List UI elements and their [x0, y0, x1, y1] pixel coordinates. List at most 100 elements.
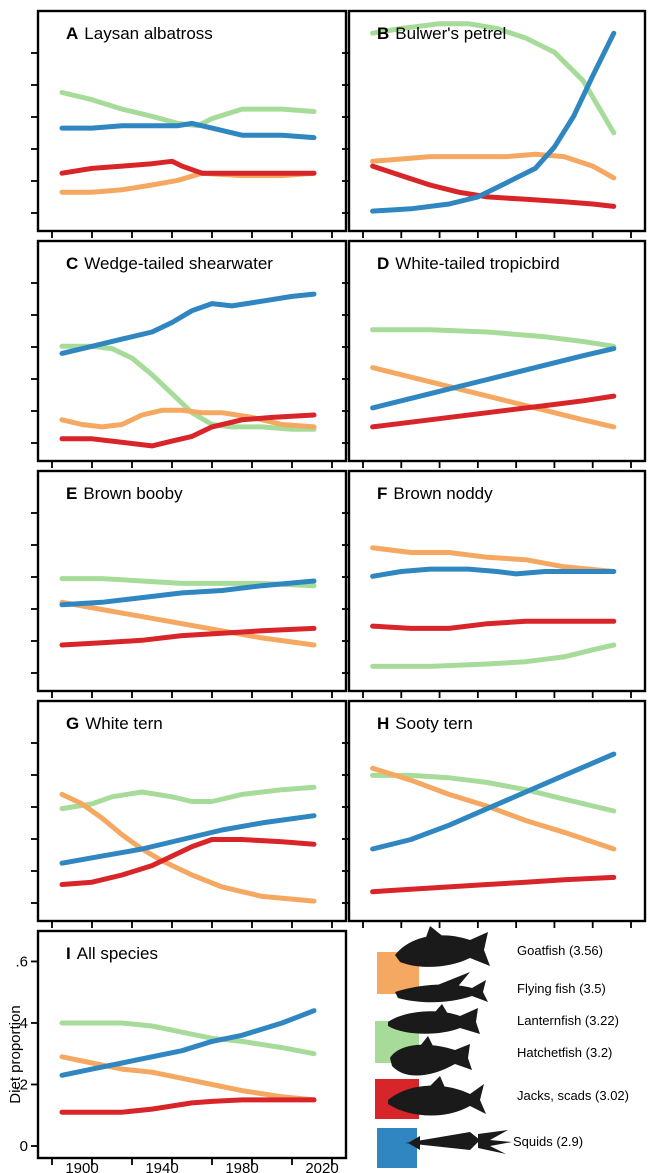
axis-ticks [31, 742, 333, 928]
axis-ticks [31, 960, 333, 1165]
x-tick-label: 1900 [65, 1160, 98, 1173]
series-line-lanternfish_hatchetfish [59, 343, 317, 432]
x-tick-label: 1940 [145, 1160, 178, 1173]
series-lines [59, 576, 317, 648]
panel-letter: C [66, 254, 78, 273]
series-line-goatfish_flying_fish [59, 791, 317, 904]
series-line-jacks_scads [370, 874, 617, 895]
series-line-jacks_scads [59, 1097, 317, 1115]
series-line-jacks_scads [370, 393, 617, 430]
series-lines [370, 21, 617, 214]
y-axis-label: Diet proportion [7, 1005, 24, 1103]
series-line-squids [370, 30, 617, 214]
panel-name: Laysan albatross [84, 24, 213, 43]
series-lines [370, 751, 617, 895]
panel-a: A Laysan albatross [31, 9, 348, 238]
series-line-squids [59, 291, 317, 356]
flying-fish-icon [395, 972, 488, 1003]
axis-ticks [31, 282, 333, 468]
panel-title: D White-tailed tropicbird [377, 254, 560, 273]
goatfish-icon [390, 926, 490, 975]
series-lines [59, 291, 317, 449]
y-tick-label: .6 [15, 953, 28, 970]
panel-letter: B [377, 24, 389, 43]
panel-frame [36, 699, 348, 923]
legend-label: Flying fish (3.5) [517, 981, 606, 996]
panel-name: Brown booby [83, 484, 183, 503]
legend-label: Goatfish (3.56) [517, 943, 603, 958]
axis-ticks [342, 512, 632, 698]
series-line-jacks_scads [59, 837, 317, 887]
series-line-lanternfish_hatchetfish [59, 784, 317, 812]
panel-frame [347, 699, 647, 923]
panel-title: F Brown noddy [377, 484, 493, 503]
panel-h: H Sooty tern [342, 699, 647, 928]
hatchetfish-icon [390, 1036, 472, 1076]
series-lines [59, 1008, 317, 1115]
panel-letter: F [377, 484, 387, 503]
axis-ticks [31, 52, 333, 238]
axis-ticks [342, 742, 632, 928]
panel-name: Wedge-tailed shearwater [84, 254, 273, 273]
series-line-lanternfish_hatchetfish [59, 90, 317, 129]
panel-c: C Wedge-tailed shearwater [31, 239, 348, 468]
series-lines [59, 784, 317, 904]
series-line-goatfish_flying_fish [370, 365, 617, 430]
panel-frame [347, 239, 647, 463]
x-tick-label: 2020 [305, 1160, 338, 1173]
panel-title: C Wedge-tailed shearwater [66, 254, 273, 273]
series-line-lanternfish_hatchetfish [370, 327, 617, 349]
lanternfish-icon [388, 1004, 480, 1034]
x-tick-label: 1980 [225, 1160, 258, 1173]
panel-b: B Bulwer's petrel [342, 9, 647, 238]
series-lines [370, 545, 617, 669]
series-line-goatfish_flying_fish [59, 1054, 317, 1103]
panel-frame [36, 9, 348, 233]
legend: Goatfish (3.56) Flying fish (3.5) Lanternf… [375, 926, 629, 1168]
axis-ticks [342, 52, 632, 238]
panel-frame [347, 9, 647, 233]
panel-title: B Bulwer's petrel [377, 24, 506, 43]
series-line-jacks_scads [59, 158, 317, 176]
legend-label: Hatchetfish (3.2) [517, 1045, 612, 1060]
legend-swatch-squids [377, 1128, 417, 1168]
y-tick-label: 0 [20, 1138, 28, 1155]
series-lines [59, 90, 317, 195]
series-line-jacks_scads [370, 618, 617, 631]
panel-letter: G [66, 714, 79, 733]
squid-icon [405, 1130, 512, 1154]
jack-icon [388, 1076, 486, 1116]
series-line-lanternfish_hatchetfish [370, 642, 617, 669]
axis-ticks [31, 512, 333, 698]
series-line-lanternfish_hatchetfish [370, 772, 617, 814]
legend-label: Jacks, scads (3.02) [517, 1088, 629, 1103]
panel-d: D White-tailed tropicbird [342, 239, 647, 468]
series-line-lanternfish_hatchetfish [59, 1020, 317, 1057]
panel-frame [36, 469, 348, 693]
series-lines [370, 327, 617, 430]
legend-label: Lanternfish (3.22) [517, 1013, 619, 1028]
panel-title: A Laysan albatross [66, 24, 213, 43]
series-line-squids [370, 346, 617, 411]
panel-letter: E [66, 484, 77, 503]
panel-name: Bulwer's petrel [395, 24, 506, 43]
series-line-goatfish_flying_fish [370, 545, 617, 574]
panel-e: E Brown booby [31, 469, 348, 698]
panel-frame [347, 469, 647, 693]
series-line-lanternfish_hatchetfish [370, 21, 617, 136]
panel-i: I All species .6 .4 .2 0 1900 1940 1980 2020 Diet … [7, 929, 348, 1173]
y-tick-label: .2 [15, 1076, 28, 1093]
panel-f: F Brown noddy [342, 469, 647, 698]
series-line-squids [59, 578, 317, 608]
panel-g: G White tern [31, 699, 348, 928]
panel-name: Sooty tern [395, 714, 473, 733]
panel-name: White tern [85, 714, 162, 733]
y-tick-label: .4 [15, 1015, 28, 1032]
panel-frame [36, 929, 348, 1160]
panel-title: G White tern [66, 714, 163, 733]
legend-label: Squids (2.9) [513, 1134, 583, 1149]
panel-letter: D [377, 254, 389, 273]
series-line-squids [370, 566, 617, 579]
series-line-squids [370, 751, 617, 852]
